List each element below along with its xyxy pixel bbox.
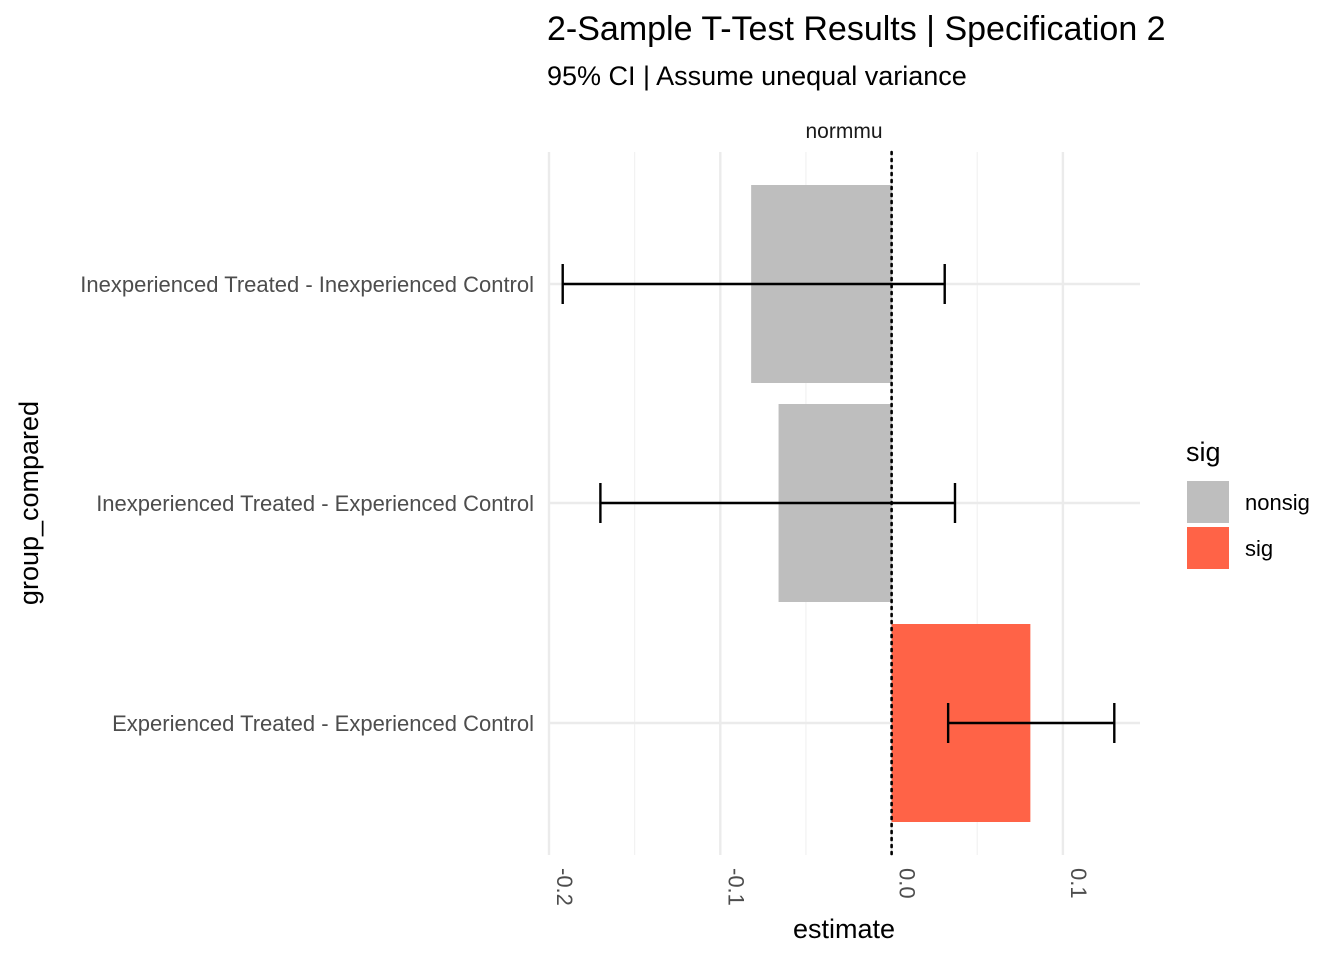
legend-label-nonsig: nonsig — [1245, 490, 1310, 515]
x-tick-labels: -0.2 -0.1 0.0 0.1 — [552, 868, 1091, 906]
x-tick-label-1: -0.1 — [723, 868, 748, 906]
x-tick-label-0: -0.2 — [552, 868, 577, 906]
y-axis-title: group_compared — [14, 401, 44, 605]
y-tick-label-1: Inexperienced Treated - Experienced Cont… — [96, 491, 534, 516]
legend-key-sig — [1187, 527, 1229, 569]
legend: sig nonsig sig — [1186, 437, 1310, 569]
y-tick-labels: Inexperienced Treated - Inexperienced Co… — [80, 272, 534, 736]
chart-subtitle: 95% CI | Assume unequal variance — [547, 61, 967, 91]
y-tick-label-2: Experienced Treated - Experienced Contro… — [112, 711, 534, 736]
y-tick-label-0: Inexperienced Treated - Inexperienced Co… — [80, 272, 534, 297]
chart-title: 2-Sample T-Test Results | Specification … — [547, 10, 1166, 48]
errorbar-1 — [599, 483, 957, 523]
errorbar-0 — [561, 264, 946, 304]
legend-title: sig — [1186, 437, 1221, 467]
x-tick-label-2: 0.0 — [895, 868, 920, 899]
x-tick-label-3: 0.1 — [1066, 868, 1091, 899]
errorbar-2 — [946, 703, 1116, 743]
facet-strip-label: normmu — [805, 120, 882, 143]
x-axis-title: estimate — [793, 914, 895, 944]
error-bars — [561, 264, 1116, 743]
legend-key-nonsig — [1187, 481, 1229, 523]
legend-label-sig: sig — [1245, 536, 1273, 561]
